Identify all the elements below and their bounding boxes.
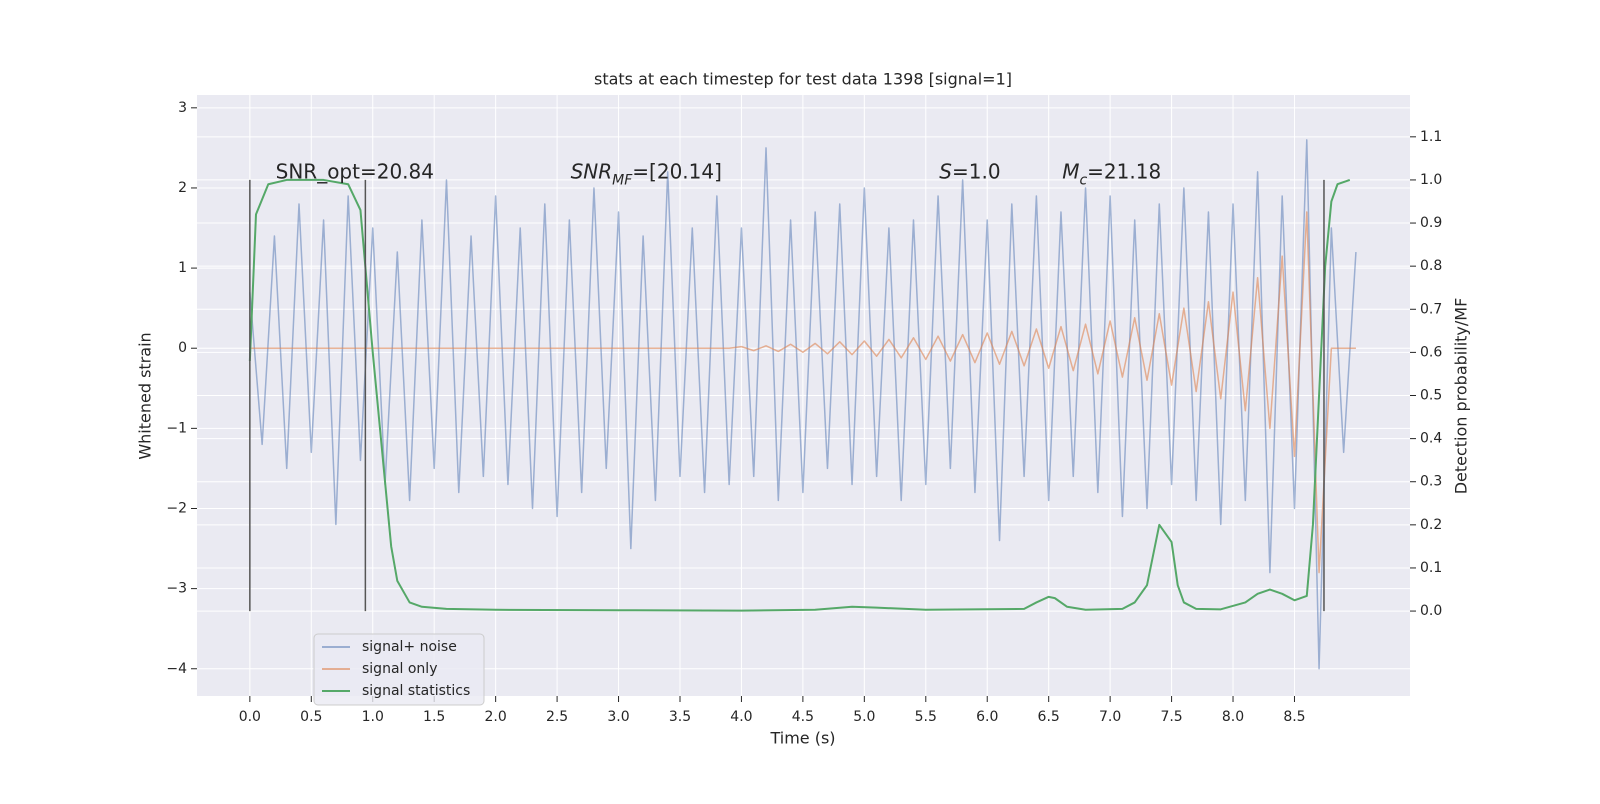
annotation-part: M: [1062, 159, 1079, 183]
y-tick-label: −2: [166, 500, 187, 516]
y2-tick-label: 0.3: [1420, 474, 1442, 490]
y2-tick-label: 0.2: [1420, 517, 1442, 533]
y2-tick-label: 0.4: [1420, 431, 1442, 447]
x-tick-label: 4.0: [730, 709, 752, 725]
y2-tick-label: 1.1: [1420, 129, 1442, 145]
series-line: [249, 139, 1357, 670]
y2-tick-label: 0.5: [1420, 388, 1442, 404]
annotation-part: MF: [612, 173, 633, 189]
y-tick-label: −4: [166, 661, 187, 677]
annotation: Mc=21.18: [1062, 159, 1161, 189]
y-tick-label: −3: [166, 581, 187, 597]
x-tick-label: 0.5: [300, 709, 322, 725]
y2-tick-label: 0.6: [1420, 344, 1442, 360]
y2-tick-label: 0.7: [1420, 301, 1442, 317]
y2-tick-label: 0.0: [1420, 603, 1442, 619]
y2-axis-label: Detection probability/MF: [1452, 298, 1471, 495]
axes: 0.0 0.5 1.0 1.5 2.0 2.5 3.0 3.5 4.0 4.5 5.0 5.5 6.0 6…: [166, 100, 1442, 725]
y-axis-label: Whitened strain: [136, 332, 155, 459]
legend-label: signal+ noise: [362, 639, 457, 655]
annotation-part: =[20.14]: [632, 159, 722, 183]
annotation-part: S: [939, 159, 952, 183]
y2-tick-label: 0.8: [1420, 258, 1442, 274]
annotation-part: c: [1079, 173, 1087, 189]
legend-label: signal only: [362, 661, 437, 677]
annotation-part: =1.0: [952, 159, 1001, 183]
y2-tick-label: 0.1: [1420, 560, 1442, 576]
x-tick-label: 1.0: [362, 709, 384, 725]
x-tick-label: 1.5: [423, 709, 445, 725]
x-tick-label: 5.5: [915, 709, 937, 725]
x-tick-label: 2.0: [485, 709, 507, 725]
annotation-part: SNR_opt=20.84: [276, 159, 434, 183]
annotation: SNR_opt=20.84: [276, 159, 434, 183]
chart-title: stats at each timestep for test data 139…: [594, 70, 1012, 89]
marks: SNR_opt=20.84 SNRMF=[20.14] S=1.0 Mc=21.18: [248, 139, 1357, 670]
legend: signal+ noise signal only signal statistic…: [313, 633, 485, 706]
series-line: [249, 211, 1356, 574]
annotation: S=1.0: [939, 159, 1000, 183]
y-tick-label: 0: [178, 340, 187, 356]
series-line: [248, 178, 1351, 612]
y-tick-label: 2: [178, 180, 187, 196]
x-tick-label: 2.5: [546, 709, 568, 725]
x-tick-label: 5.0: [853, 709, 875, 725]
y2-tick-label: 0.9: [1420, 215, 1442, 231]
x-tick-label: 4.5: [792, 709, 814, 725]
x-tick-label: 6.0: [976, 709, 998, 725]
x-tick-label: 8.5: [1283, 709, 1305, 725]
y-tick-label: −1: [166, 420, 187, 436]
x-tick-label: 0.0: [239, 709, 261, 725]
y2-tick-label: 1.0: [1420, 172, 1442, 188]
x-tick-label: 6.5: [1038, 709, 1060, 725]
annotation: SNRMF=[20.14]: [571, 159, 722, 189]
legend-label: signal statistics: [362, 683, 470, 699]
annotation-part: =21.18: [1087, 159, 1161, 183]
x-tick-label: 3.5: [669, 709, 691, 725]
x-tick-label: 3.0: [607, 709, 629, 725]
y-tick-label: 1: [178, 260, 187, 276]
annotation-part: SNR: [571, 159, 613, 183]
x-axis-label: Time (s): [769, 729, 835, 748]
x-tick-label: 7.5: [1160, 709, 1182, 725]
x-tick-label: 8.0: [1222, 709, 1244, 725]
x-tick-label: 7.0: [1099, 709, 1121, 725]
legend-box: [313, 633, 485, 706]
y-tick-label: 3: [178, 100, 187, 116]
